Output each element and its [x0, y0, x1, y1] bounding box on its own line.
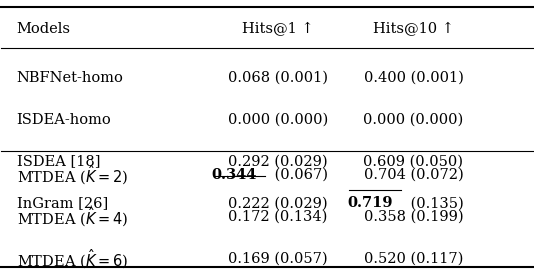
Text: 0.172 (0.134): 0.172 (0.134): [228, 210, 327, 224]
Text: 0.344: 0.344: [211, 168, 256, 182]
Text: MTDEA ($\hat{K} = 6$): MTDEA ($\hat{K} = 6$): [17, 247, 128, 271]
Text: Hits@1 ↑: Hits@1 ↑: [242, 22, 313, 36]
Text: InGram [26]: InGram [26]: [17, 196, 108, 210]
Text: 0.719: 0.719: [347, 196, 392, 210]
Text: ISDEA [18]: ISDEA [18]: [17, 155, 100, 169]
Text: 0.609 (0.050): 0.609 (0.050): [364, 155, 464, 169]
Text: 0.704 (0.072): 0.704 (0.072): [364, 168, 464, 182]
Text: MTDEA ($\hat{K} = 2$): MTDEA ($\hat{K} = 2$): [17, 163, 128, 187]
Text: 0.169 (0.057): 0.169 (0.057): [228, 252, 327, 266]
Text: 0.400 (0.001): 0.400 (0.001): [364, 71, 464, 85]
Text: Models: Models: [17, 22, 70, 36]
Text: (0.135): (0.135): [406, 196, 464, 210]
Text: MTDEA ($\hat{K} = 4$): MTDEA ($\hat{K} = 4$): [17, 205, 128, 229]
Text: 0.000 (0.000): 0.000 (0.000): [363, 113, 464, 127]
Text: 0.222 (0.029): 0.222 (0.029): [228, 196, 327, 210]
Text: NBFNet-homo: NBFNet-homo: [17, 71, 123, 85]
Text: 0.292 (0.029): 0.292 (0.029): [228, 155, 327, 169]
Text: 0.000 (0.000): 0.000 (0.000): [227, 113, 328, 127]
Text: ISDEA-homo: ISDEA-homo: [17, 113, 112, 127]
Text: (0.067): (0.067): [270, 168, 327, 182]
Text: 0.068 (0.001): 0.068 (0.001): [227, 71, 328, 85]
Text: 0.520 (0.117): 0.520 (0.117): [364, 252, 463, 266]
Text: Hits@10 ↑: Hits@10 ↑: [373, 22, 454, 36]
Text: 0.358 (0.199): 0.358 (0.199): [364, 210, 464, 224]
